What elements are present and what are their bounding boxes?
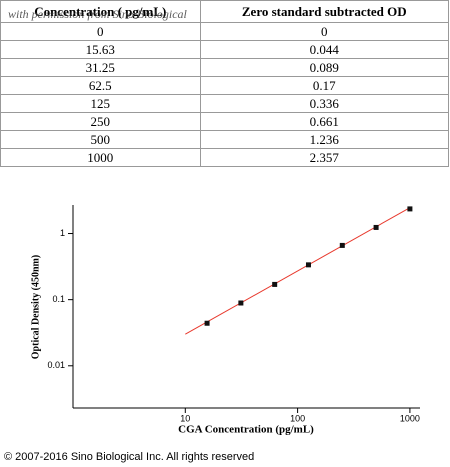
point	[272, 281, 278, 287]
y-tick-label: 0.1	[52, 294, 65, 304]
table-cell: 2.357	[199, 148, 450, 167]
table-row: 250 0.661	[0, 112, 450, 131]
table-row: 1000 2.357	[0, 148, 450, 167]
data-table: Concentration ( pg/mL) Zero standard subt…	[0, 0, 450, 167]
table-cell: 62.5	[0, 76, 201, 95]
watermark: with permission from Sino Biological	[8, 7, 187, 21]
x-axis-label: CGA Concentration (pg/mL)	[178, 424, 314, 436]
point	[204, 320, 210, 326]
fit-line	[185, 207, 411, 335]
x-tick-label: 100	[290, 413, 305, 423]
y-axis-label: Optical Density (450nm)	[30, 255, 41, 359]
y-tick-label: 0.01	[47, 360, 65, 370]
table-body: 0 0 15.63 0.044 31.25 0.089 62.5 0.17 125 0.336 25…	[0, 22, 450, 167]
x-tick-label: 10	[180, 413, 190, 423]
footer: © 2007-2016 Sino Biological Inc. All rig…	[4, 451, 254, 463]
point	[373, 224, 379, 230]
x-tick-label: 1000	[400, 413, 420, 423]
point	[407, 206, 413, 212]
point	[305, 262, 311, 268]
point	[339, 242, 345, 248]
point	[238, 300, 244, 306]
y-tick-label: 1	[60, 228, 65, 238]
table-row: 62.5 0.17	[0, 76, 450, 95]
